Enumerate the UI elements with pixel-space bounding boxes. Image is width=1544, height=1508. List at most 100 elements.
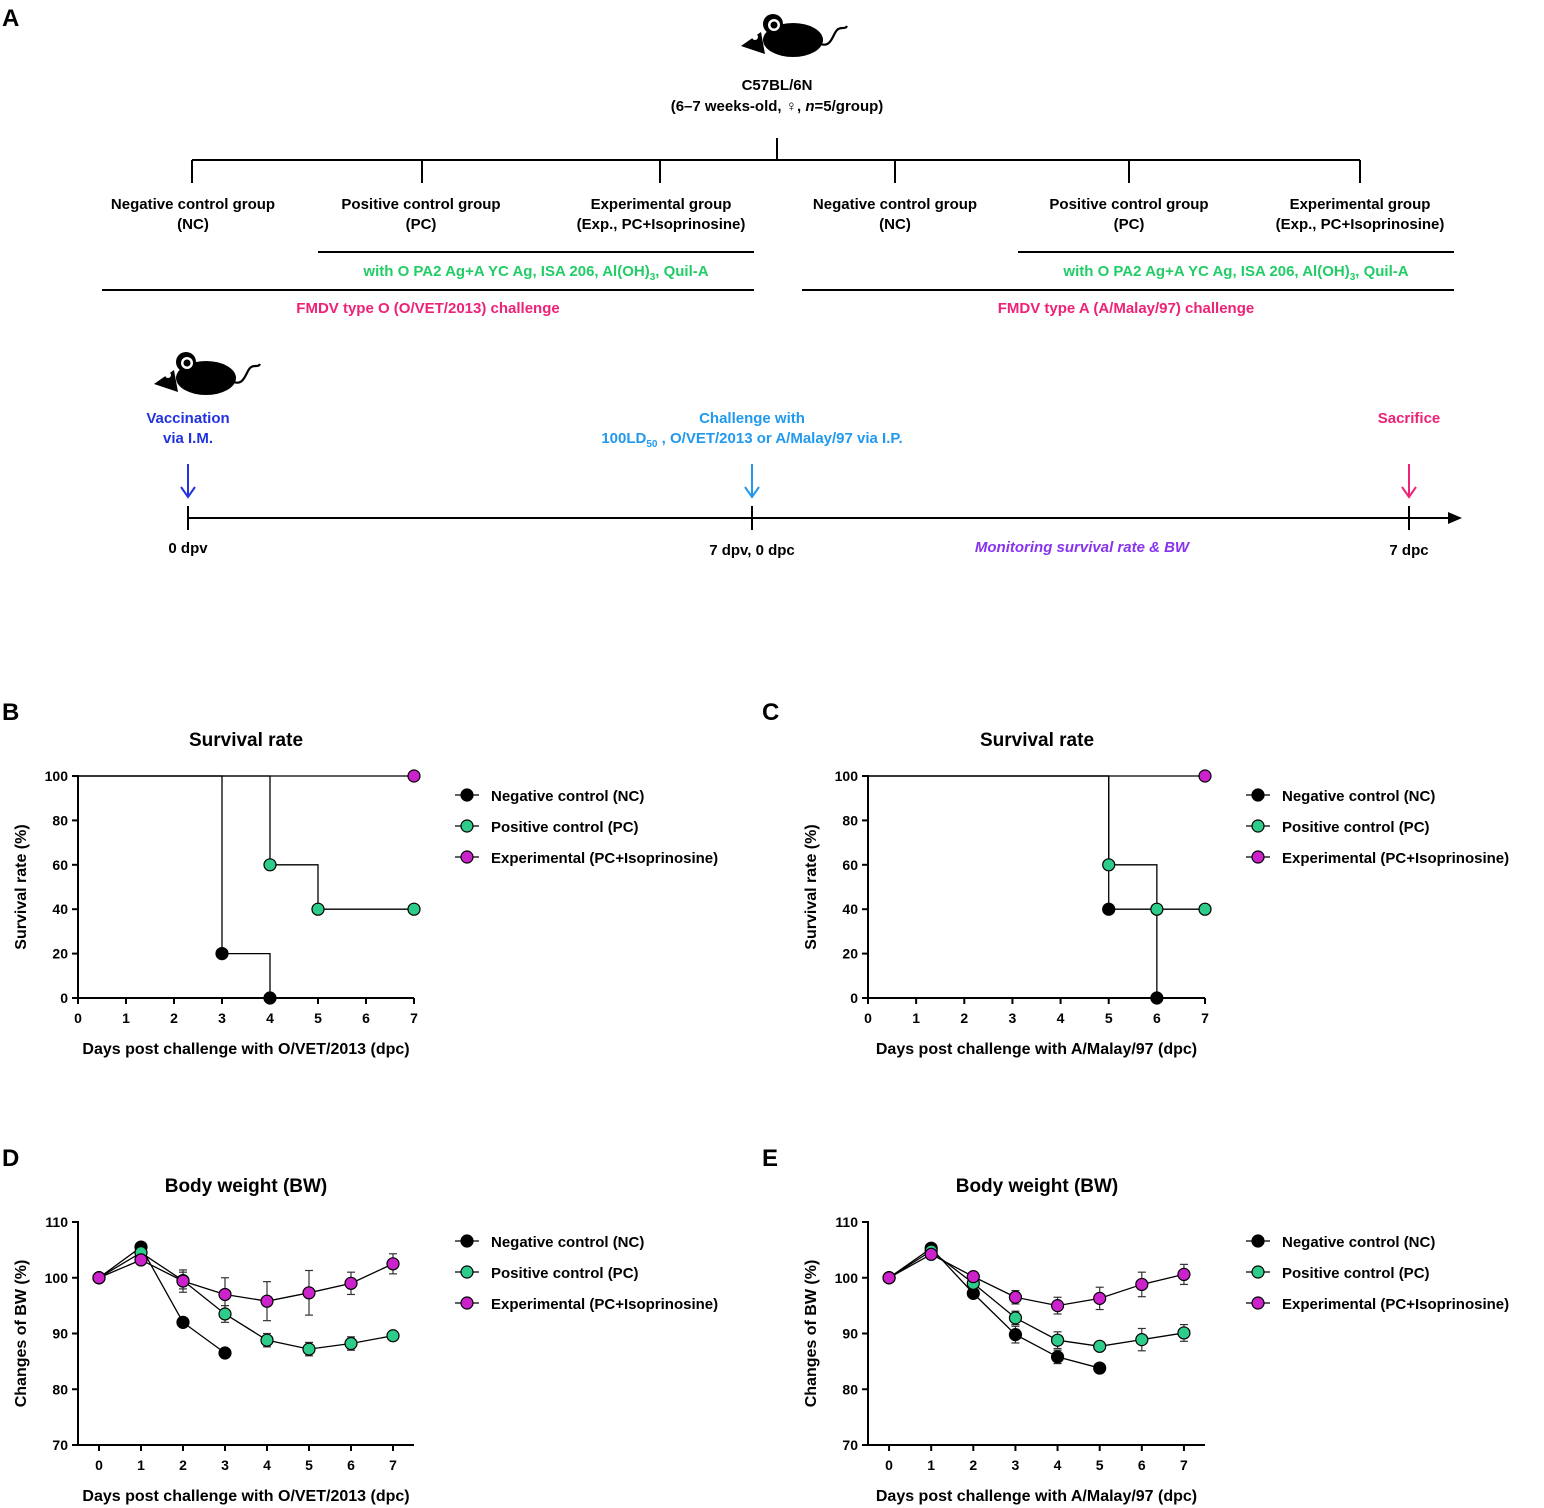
data-point-exp [92,1271,106,1285]
y-tick-label: 60 [842,857,858,873]
data-point-exp [1198,769,1212,783]
x-tick-label: 0 [885,1457,893,1473]
x-tick-label: 5 [1105,1010,1113,1026]
y-tick-label: 100 [835,1270,859,1286]
series-line-nc [98,1246,226,1354]
exp-group-name: Experimental group [591,196,732,213]
mouse-strain-sub: (6–7 weeks-old, ♀, n=5/group) [671,98,884,115]
legend-label-nc: Negative control (NC) [1282,1234,1435,1251]
y-tick-label: 20 [842,946,858,962]
series-line-pc [78,775,414,910]
pc-group-abbr: (PC) [406,216,437,233]
chart-title: Survival rate [980,730,1094,751]
legend-marker-pc [460,1265,474,1279]
arrow-down-icon [744,464,760,499]
legend-label-nc: Negative control (NC) [1282,788,1435,805]
y-axis-label: Survival rate (%) [13,824,30,949]
vaccination-label-2: via I.M. [163,430,213,447]
data-point-pc [1008,1311,1023,1325]
data-point-exp [134,1253,148,1267]
legend-label-exp: Experimental (PC+Isoprinosine) [491,850,718,867]
challenge-label-1: Challenge with [699,410,805,427]
vaccination-label-1: Vaccination [146,410,229,427]
series-line-pc [98,1251,394,1350]
legend-label-pc: Positive control (PC) [491,1265,639,1282]
challenge-label-2: 100LD50 , O/VET/2013 or A/Malay/97 via I… [601,430,902,450]
arrow-down-icon [1401,464,1417,499]
data-point-exp [218,1287,232,1302]
legend-marker-exp [1251,1296,1265,1310]
x-tick-label: 2 [170,1010,178,1026]
x-tick-label: 2 [960,1010,968,1026]
y-tick-label: 90 [52,1326,68,1342]
exp-group-abbr-right: (Exp., PC+Isoprinosine) [1276,216,1445,233]
legend-marker-pc [1251,1265,1265,1279]
chart-title: Survival rate [189,730,303,751]
y-tick-label: 100 [835,768,859,784]
data-point-nc [263,991,277,1005]
legend-label-exp: Experimental (PC+Isoprinosine) [491,1296,718,1313]
challenge-text-right: FMDV type A (A/Malay/97) challenge [998,300,1254,317]
data-point-exp [924,1247,938,1261]
data-point-exp [302,1286,316,1300]
x-tick-label: 2 [179,1457,187,1473]
legend-label-pc: Positive control (PC) [491,819,639,836]
data-point-nc [1093,1361,1107,1375]
data-point-pc [260,1333,274,1347]
x-axis-label: Days post challenge with A/Malay/97 (dpc… [876,1041,1197,1058]
series-line-pc [888,1250,1185,1347]
x-tick-label: 1 [137,1457,145,1473]
arrow-right-icon [1448,512,1462,524]
data-point-pc [1150,902,1164,916]
series-line-nc [888,1247,1100,1369]
legend-marker-exp [460,1296,474,1310]
sacrifice-label: Sacrifice [1378,410,1441,427]
x-tick-label: 7 [1180,1457,1188,1473]
data-point-exp [260,1294,274,1308]
legend-marker-nc [460,788,474,802]
legend-label-pc: Positive control (PC) [1282,819,1430,836]
data-point-nc [218,1346,232,1360]
data-point-pc [218,1307,232,1321]
y-tick-label: 40 [52,901,68,917]
nc-group-abbr: (NC) [177,216,209,233]
mouse-icon [739,12,849,59]
nc-group-name-right: Negative control group [813,196,977,213]
timeline-axis [187,506,1450,530]
x-tick-label: 6 [362,1010,370,1026]
chart-title: Body weight (BW) [956,1176,1119,1197]
pc-group-name: Positive control group [341,196,500,213]
x-tick-label: 1 [927,1457,935,1473]
x-tick-label: 1 [912,1010,920,1026]
data-point-exp [1008,1290,1023,1304]
data-point-exp [344,1276,358,1290]
y-tick-label: 80 [842,1381,858,1397]
y-tick-label: 80 [842,812,858,828]
y-tick-label: 100 [45,1270,69,1286]
pc-group-name-right: Positive control group [1049,196,1208,213]
chart-title: Body weight (BW) [165,1176,328,1197]
x-tick-label: 2 [969,1457,977,1473]
y-tick-label: 20 [52,946,68,962]
legend-label-exp: Experimental (PC+Isoprinosine) [1282,1296,1509,1313]
data-point-pc [407,902,421,916]
legend-label-nc: Negative control (NC) [491,1234,644,1251]
panel-a: A C57BL/6N (6–7 weeks-old, ♀, n=5/group)… [2,5,1462,559]
bodyweight-chart-o: D Body weight (BW) 70 80 90 100 110 0 1 2 3 4 5 6 7 Day… [2,1145,718,1505]
nc-group-abbr-right: (NC) [879,216,911,233]
data-point-pc [1135,1333,1149,1347]
data-point-nc [176,1315,190,1329]
y-axis-label: Changes of BW (%) [13,1260,30,1408]
x-tick-label: 5 [305,1457,313,1473]
data-point-pc [386,1329,400,1343]
panel-letter: E [762,1145,778,1172]
x-tick-label: 3 [1012,1457,1020,1473]
data-point-pc [1050,1333,1065,1347]
data-point-exp [1050,1299,1065,1313]
data-point-exp [966,1270,980,1284]
data-point-exp [176,1274,190,1288]
bracket-lines [102,251,1454,291]
arrow-down-icon [180,464,196,499]
mouse-strain-label: C57BL/6N [742,77,813,94]
